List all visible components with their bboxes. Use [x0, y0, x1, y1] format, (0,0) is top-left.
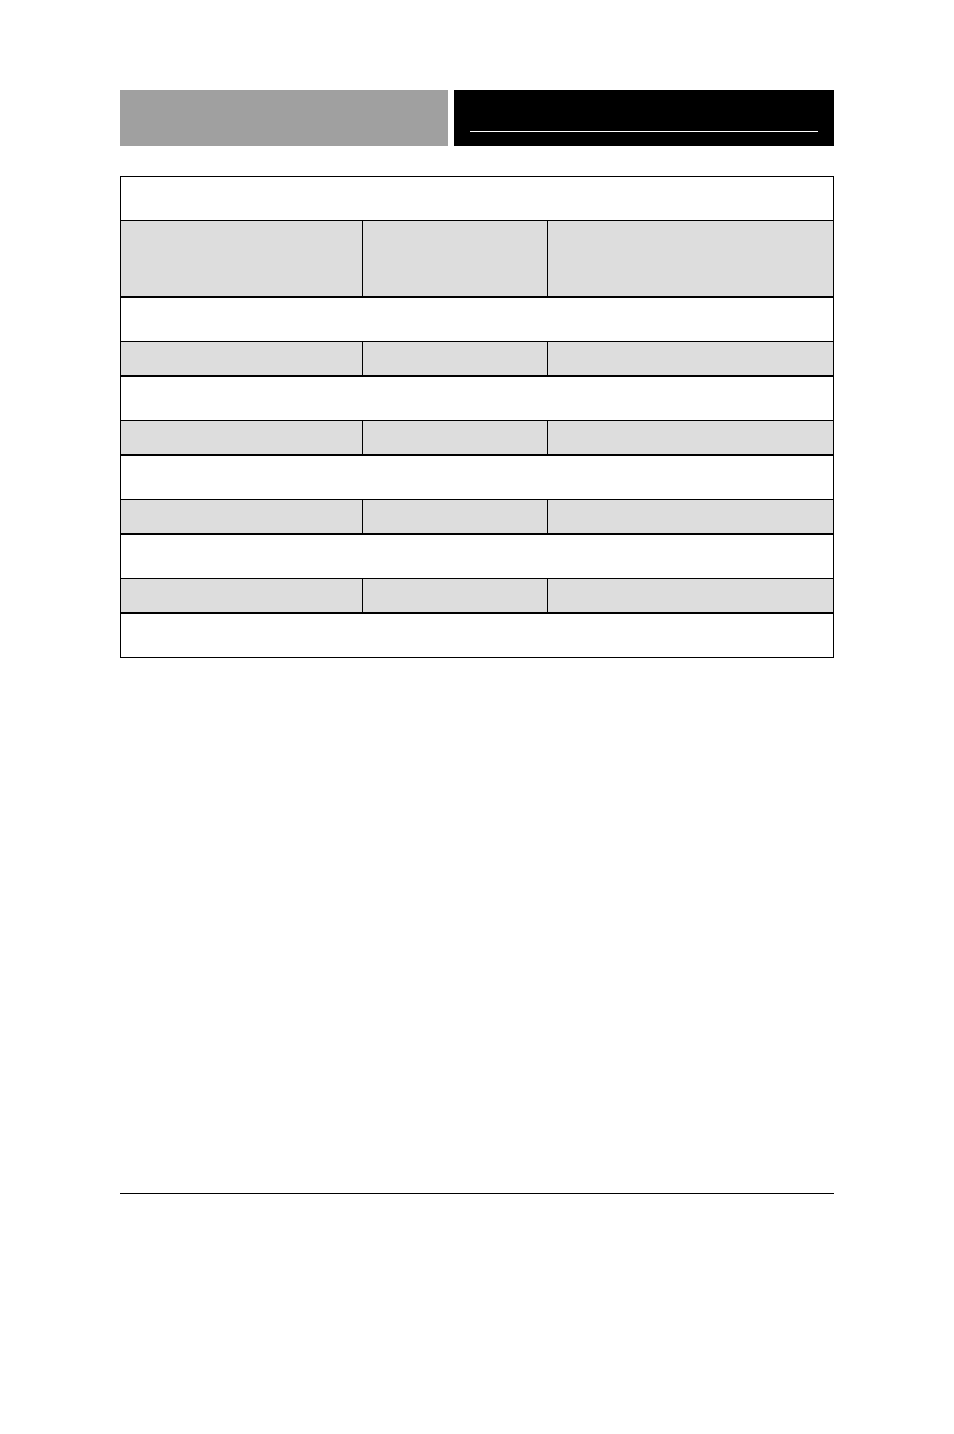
table-cell	[121, 535, 834, 579]
table-row	[121, 500, 834, 535]
table-cell	[121, 614, 834, 658]
table-cell	[121, 579, 834, 614]
table-row	[121, 298, 834, 342]
gray-cell	[548, 500, 833, 534]
table-cell	[121, 500, 834, 535]
gray-cell	[548, 579, 833, 613]
table-row	[121, 614, 834, 658]
table-row	[121, 221, 834, 298]
gray-cell	[121, 500, 363, 534]
table-cell	[121, 298, 834, 342]
gray-cell	[548, 421, 833, 455]
table-cell	[121, 342, 834, 377]
table-cell	[121, 221, 834, 298]
gray-cell	[363, 221, 548, 297]
table-cell	[121, 377, 834, 421]
table-row	[121, 377, 834, 421]
gray-cell	[363, 342, 548, 376]
table-cell	[121, 456, 834, 500]
gray-cell	[121, 221, 363, 297]
footer-rule	[120, 1193, 834, 1194]
table-row	[121, 579, 834, 614]
table-cell	[121, 177, 834, 221]
form-table-body	[121, 177, 834, 658]
gray-cell	[363, 579, 548, 613]
gray-row	[121, 500, 833, 534]
table-cell	[121, 421, 834, 456]
gray-cell	[363, 500, 548, 534]
gray-cell	[121, 579, 363, 613]
form-table	[120, 176, 834, 658]
gray-cell	[548, 221, 833, 297]
page-body	[0, 0, 954, 658]
gray-row	[121, 421, 833, 455]
table-row	[121, 421, 834, 456]
gray-cell	[121, 342, 363, 376]
gray-cell	[121, 421, 363, 455]
gray-cell	[363, 421, 548, 455]
gray-row	[121, 221, 833, 297]
header-bar	[120, 90, 834, 146]
gray-row	[121, 579, 833, 613]
table-row	[121, 177, 834, 221]
gray-cell	[548, 342, 833, 376]
table-row	[121, 342, 834, 377]
header-right-block	[454, 90, 834, 146]
table-row	[121, 456, 834, 500]
gray-row	[121, 342, 833, 376]
table-row	[121, 535, 834, 579]
header-left-block	[120, 90, 448, 146]
